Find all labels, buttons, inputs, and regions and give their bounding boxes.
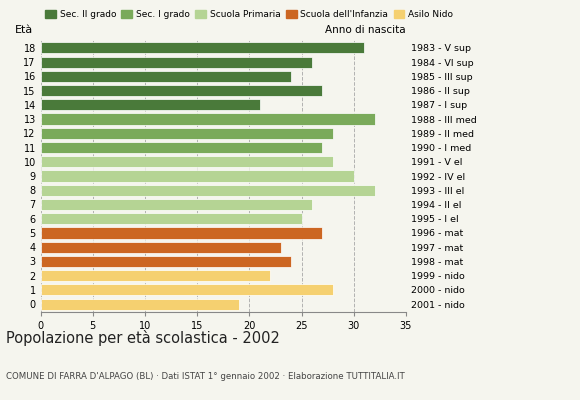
Text: Età: Età [15, 24, 33, 34]
Bar [41, 156, 333, 167]
Bar [41, 242, 281, 253]
Bar [41, 85, 322, 96]
Bar [41, 142, 322, 153]
Bar [41, 213, 302, 224]
Bar [41, 114, 375, 124]
Legend: Sec. II grado, Sec. I grado, Scuola Primaria, Scuola dell'Infanzia, Asilo Nido: Sec. II grado, Sec. I grado, Scuola Prim… [45, 10, 453, 19]
Bar [41, 56, 312, 68]
Bar [41, 42, 364, 53]
Text: Popolazione per età scolastica - 2002: Popolazione per età scolastica - 2002 [6, 330, 280, 346]
Bar [41, 228, 322, 238]
Bar [41, 185, 375, 196]
Bar [41, 284, 333, 296]
Bar [41, 299, 239, 310]
Bar [41, 71, 291, 82]
Bar [41, 256, 291, 267]
Text: COMUNE DI FARRA D'ALPAGO (BL) · Dati ISTAT 1° gennaio 2002 · Elaborazione TUTTIT: COMUNE DI FARRA D'ALPAGO (BL) · Dati IST… [6, 372, 405, 381]
Bar [41, 128, 333, 139]
Text: Anno di nascita: Anno di nascita [325, 24, 406, 34]
Bar [41, 170, 354, 182]
Bar [41, 99, 260, 110]
Bar [41, 199, 312, 210]
Bar [41, 270, 270, 281]
